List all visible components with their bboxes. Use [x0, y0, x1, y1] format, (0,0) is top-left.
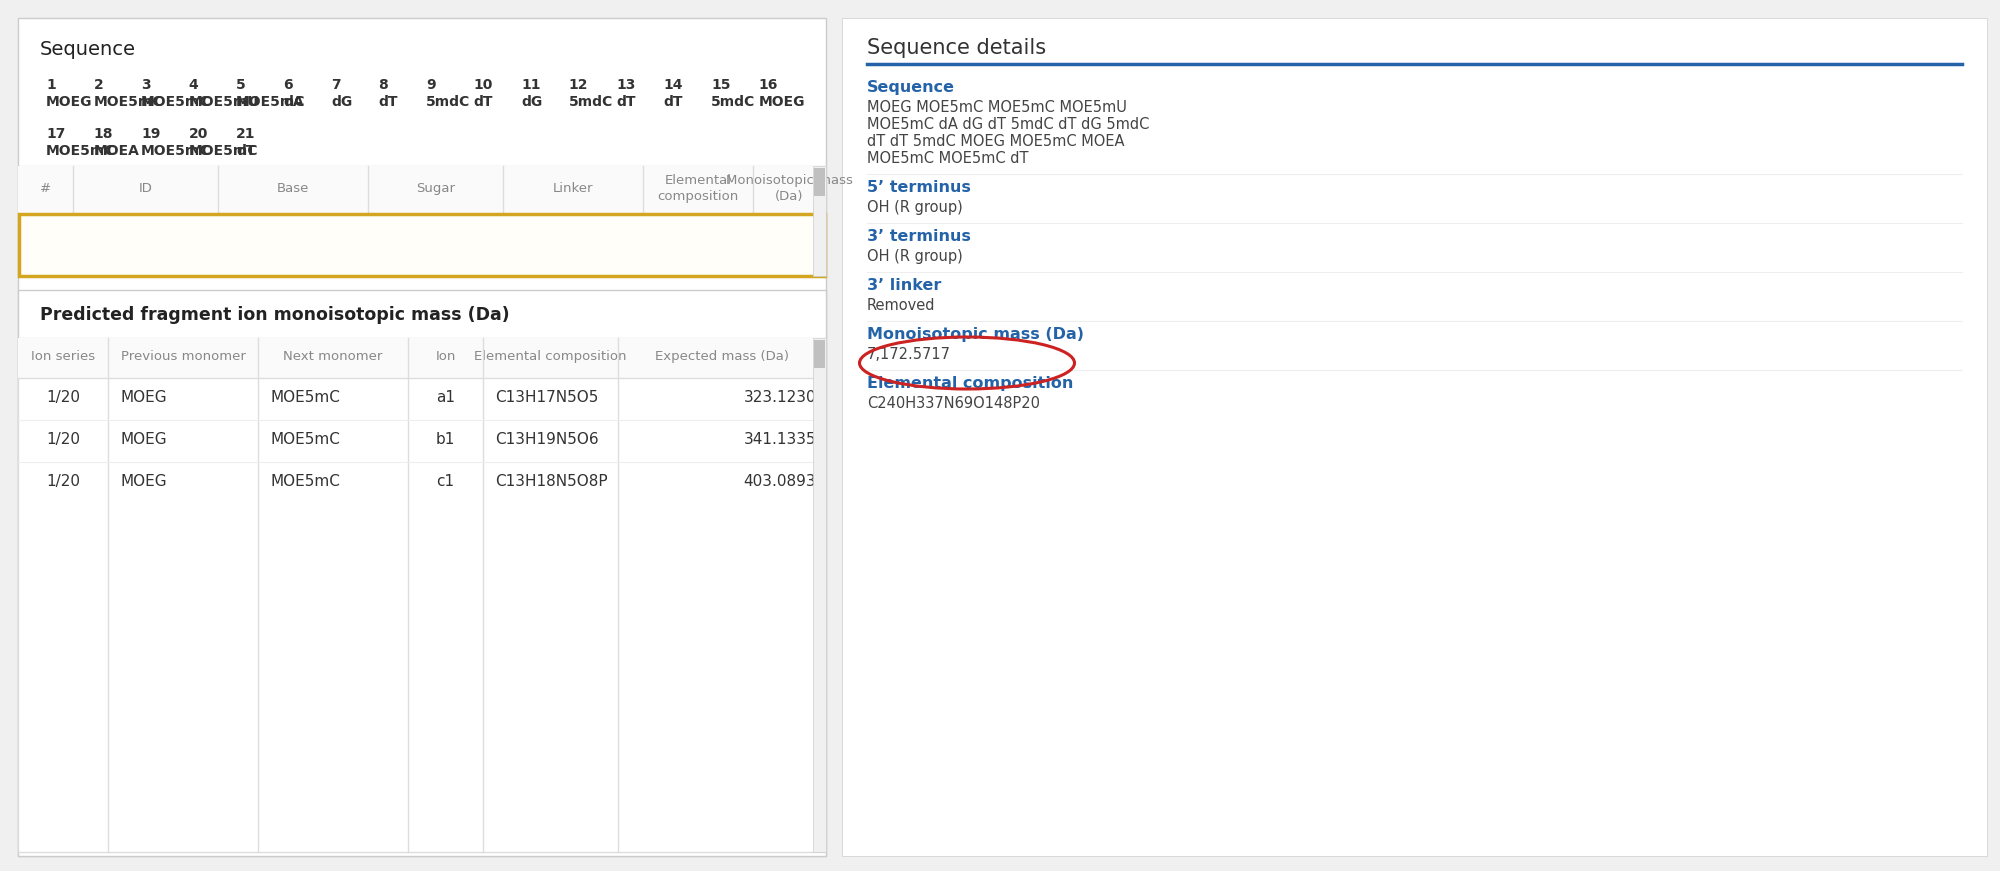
Text: MOE5mC: MOE5mC	[140, 144, 210, 158]
Text: Sequence: Sequence	[40, 40, 136, 59]
Text: 1/20: 1/20	[46, 390, 80, 405]
Text: a1: a1	[436, 390, 456, 405]
Text: 403.0893: 403.0893	[744, 474, 816, 489]
Text: 3’ terminus: 3’ terminus	[868, 229, 970, 244]
Text: Predicted fragment ion monoisotopic mass (Da): Predicted fragment ion monoisotopic mass…	[40, 306, 510, 324]
FancyBboxPatch shape	[18, 338, 826, 852]
FancyBboxPatch shape	[814, 168, 826, 196]
Text: C13H18N5O8P: C13H18N5O8P	[496, 474, 608, 489]
FancyBboxPatch shape	[18, 18, 826, 856]
Text: Linker: Linker	[552, 182, 594, 195]
FancyBboxPatch shape	[812, 338, 826, 852]
Text: MOE5mC: MOE5mC	[270, 474, 340, 489]
Text: Elemental composition: Elemental composition	[474, 350, 626, 363]
Text: 17: 17	[46, 127, 66, 141]
Text: 8: 8	[378, 78, 388, 92]
Text: 16: 16	[758, 78, 778, 92]
Text: 1: 1	[46, 78, 56, 92]
Text: MOEG: MOEG	[84, 228, 130, 243]
Text: C13H17N5O5: C13H17N5O5	[496, 390, 598, 405]
FancyBboxPatch shape	[814, 340, 826, 368]
Text: MOE5mC: MOE5mC	[140, 95, 210, 109]
Text: 1: 1	[40, 228, 50, 243]
FancyBboxPatch shape	[18, 290, 826, 856]
Text: Ion: Ion	[436, 350, 456, 363]
Text: 4: 4	[188, 78, 198, 92]
Text: 21: 21	[236, 127, 256, 141]
Text: 2’-O-MOE: 2’-O-MOE	[378, 228, 452, 243]
Text: C13H19N5O6: C13H19N5O6	[496, 432, 598, 447]
Text: MOE5mC: MOE5mC	[94, 95, 164, 109]
Text: dT: dT	[664, 95, 684, 109]
Text: MOE5mC MOE5mC dT: MOE5mC MOE5mC dT	[868, 151, 1028, 166]
Text: Sequence: Sequence	[868, 80, 956, 95]
Text: 5mdC: 5mdC	[568, 95, 612, 109]
Text: Guanine: Guanine	[228, 228, 292, 243]
Text: dA: dA	[284, 95, 304, 109]
Text: Base: Base	[276, 182, 310, 195]
Text: MOEG: MOEG	[758, 95, 804, 109]
Text: Elemental composition: Elemental composition	[868, 376, 1074, 391]
Text: dT: dT	[378, 95, 398, 109]
Text: Sugar: Sugar	[416, 182, 456, 195]
Text: 5mdC: 5mdC	[712, 95, 756, 109]
Text: MOE5mC: MOE5mC	[188, 144, 258, 158]
Text: 14: 14	[664, 78, 684, 92]
Text: dG: dG	[332, 95, 352, 109]
Text: 3’ linker: 3’ linker	[868, 278, 942, 293]
Text: composition: composition	[658, 190, 738, 203]
Text: 323.1230: 323.1230	[744, 390, 816, 405]
FancyBboxPatch shape	[18, 166, 826, 214]
Text: Expected mass (Da): Expected mass (Da)	[656, 350, 788, 363]
FancyBboxPatch shape	[812, 166, 826, 276]
Text: 19: 19	[140, 127, 160, 141]
Text: b1: b1	[436, 432, 456, 447]
Text: 1/20: 1/20	[46, 474, 80, 489]
Text: OH (R group): OH (R group)	[868, 200, 962, 215]
Text: Previous monomer: Previous monomer	[120, 350, 246, 363]
Text: MOEG: MOEG	[120, 390, 166, 405]
Text: Monoisotopic mass: Monoisotopic mass	[726, 174, 852, 187]
FancyBboxPatch shape	[18, 166, 826, 276]
Text: Phosphodiester: Phosphodiester	[512, 228, 632, 243]
Text: 9: 9	[426, 78, 436, 92]
Text: Next monomer: Next monomer	[284, 350, 382, 363]
Text: dT: dT	[616, 95, 636, 109]
Text: MOE5mC: MOE5mC	[236, 95, 306, 109]
Text: dT: dT	[236, 144, 256, 158]
FancyBboxPatch shape	[20, 214, 826, 276]
Text: Monoisotopic mass (Da): Monoisotopic mass (Da)	[868, 327, 1084, 342]
Text: 7: 7	[332, 78, 340, 92]
Text: 5: 5	[236, 78, 246, 92]
Text: MOE5mU: MOE5mU	[188, 95, 260, 109]
Text: dT dT 5mdC MOEG MOE5mC MOEA: dT dT 5mdC MOEG MOE5mC MOEA	[868, 134, 1124, 149]
Text: 7,172.5717: 7,172.5717	[868, 347, 952, 362]
Text: MOEG: MOEG	[46, 95, 92, 109]
Text: MOEG: MOEG	[120, 474, 166, 489]
Text: 341.1335: 341.1335	[744, 432, 816, 447]
Text: MOEG: MOEG	[120, 432, 166, 447]
Text: 12: 12	[568, 78, 588, 92]
FancyBboxPatch shape	[18, 338, 826, 378]
Text: 420.0920: 420.0920	[746, 228, 818, 243]
Text: dG: dG	[520, 95, 542, 109]
Text: dT: dT	[474, 95, 492, 109]
Text: ID: ID	[138, 182, 152, 195]
Text: Sequence details: Sequence details	[868, 38, 1046, 58]
Text: Removed: Removed	[868, 298, 936, 313]
Text: Elemental: Elemental	[664, 174, 732, 187]
Text: 5’ terminus: 5’ terminus	[868, 180, 970, 195]
Text: 20: 20	[188, 127, 208, 141]
Text: 3: 3	[140, 78, 150, 92]
Text: 2: 2	[94, 78, 104, 92]
Text: 11: 11	[520, 78, 540, 92]
Text: 15: 15	[712, 78, 730, 92]
Text: (Da): (Da)	[776, 190, 804, 203]
Text: C13H18N5O8P(...): C13H18N5O8P(...)	[652, 228, 792, 243]
Text: 18: 18	[94, 127, 112, 141]
Text: C240H337N69O148P20: C240H337N69O148P20	[868, 396, 1040, 411]
Text: 6: 6	[284, 78, 294, 92]
Text: #: #	[40, 182, 52, 195]
Text: 10: 10	[474, 78, 492, 92]
